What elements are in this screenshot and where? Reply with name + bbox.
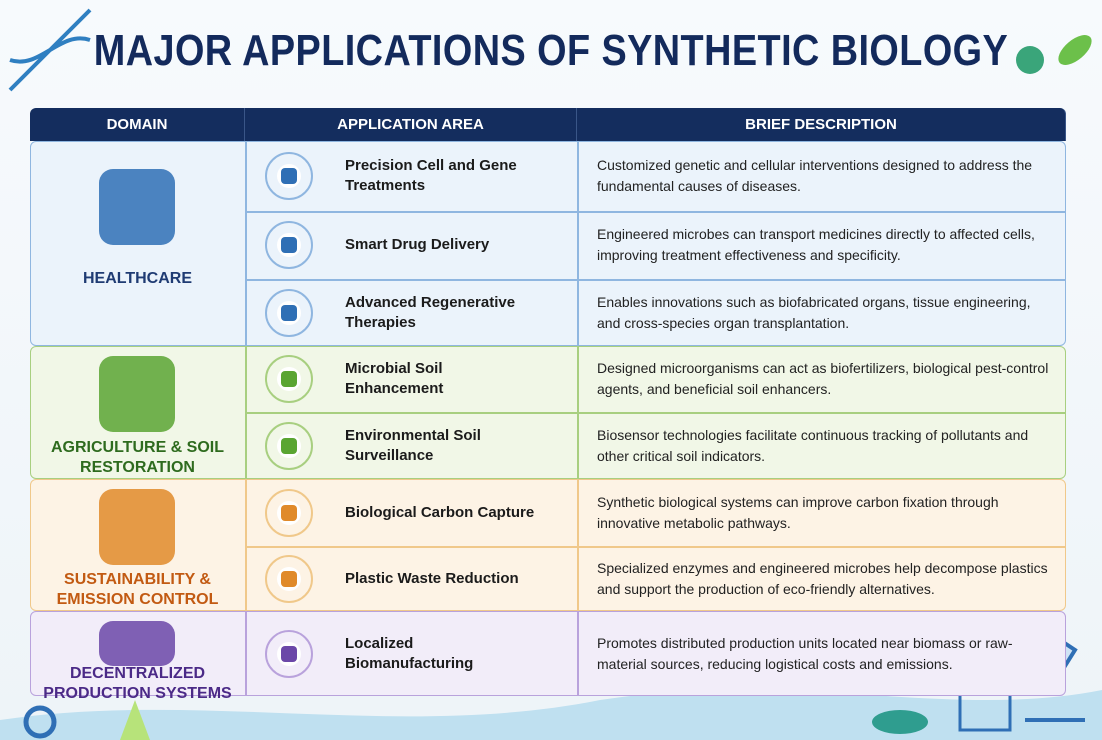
- app-icon-glyph: [281, 304, 297, 321]
- application: Smart Drug Delivery: [345, 236, 490, 253]
- domain-label: SUSTAINABILITY & EMISSION CONTROL: [56, 571, 219, 608]
- column-header: APPLICATION AREA: [245, 108, 577, 141]
- domain-icon: [99, 356, 175, 432]
- application: Biological Carbon Capture: [345, 503, 535, 521]
- app-icon-glyph: [281, 645, 297, 662]
- domain-icon: [99, 168, 175, 245]
- app-icon-glyph: [281, 570, 297, 587]
- application: Precision Cell and Gene Treatments: [345, 157, 517, 194]
- column-divider: [245, 141, 247, 346]
- column-divider: [577, 141, 579, 346]
- app-icon-glyph: [281, 504, 297, 521]
- description: Designed microorganisms can act as biofe…: [597, 360, 1049, 397]
- title: MAJOR APPLICATIONS OF SYNTHETIC BIOLOGY: [93, 26, 1009, 75]
- application: Plastic Waste Reduction: [345, 569, 519, 587]
- application: Microbial Soil Enhancement: [345, 360, 444, 397]
- description: Specialized enzymes and engineered micro…: [597, 559, 1048, 597]
- domain-icon: [99, 489, 175, 565]
- app-icon-glyph: [281, 371, 297, 387]
- column-header: BRIEF DESCRIPTION: [577, 108, 1066, 141]
- description: Promotes distributed production units lo…: [597, 634, 1013, 672]
- description: Engineered microbes can transport medici…: [597, 226, 1035, 263]
- domain-icon: [99, 621, 175, 666]
- app-icon-glyph: [281, 168, 297, 184]
- group-box: [30, 141, 1066, 346]
- group-box: [30, 611, 1066, 696]
- row-divider: [245, 211, 1066, 213]
- row-divider: [245, 412, 1066, 414]
- app-icon-glyph: [281, 237, 297, 253]
- group-box: [30, 479, 1066, 611]
- application: Advanced Regenerative Therapies: [345, 293, 516, 331]
- domain-label: DECENTRALIZED PRODUCTION SYSTEMS: [43, 664, 232, 702]
- column-divider: [577, 479, 579, 611]
- row-divider: [245, 279, 1066, 281]
- description: Enables innovations such as biofabricate…: [597, 293, 1031, 331]
- column-divider: [245, 479, 247, 611]
- row-divider: [245, 546, 1066, 548]
- column-header: DOMAIN: [30, 108, 245, 141]
- column-divider: [577, 611, 579, 696]
- app-icon-glyph: [281, 437, 297, 454]
- domain-label: AGRICULTURE & SOIL RESTORATION: [50, 438, 225, 476]
- description: Customized genetic and cellular interven…: [597, 157, 1033, 194]
- description: Biosensor technologies facilitate contin…: [597, 426, 1029, 464]
- application: Environmental Soil Surveillance: [345, 426, 481, 464]
- domain-label: HEALTHCARE: [82, 269, 193, 287]
- description: Synthetic biological systems can improve…: [597, 493, 999, 531]
- application: Localized Biomanufacturing: [345, 634, 474, 672]
- column-divider: [245, 611, 247, 696]
